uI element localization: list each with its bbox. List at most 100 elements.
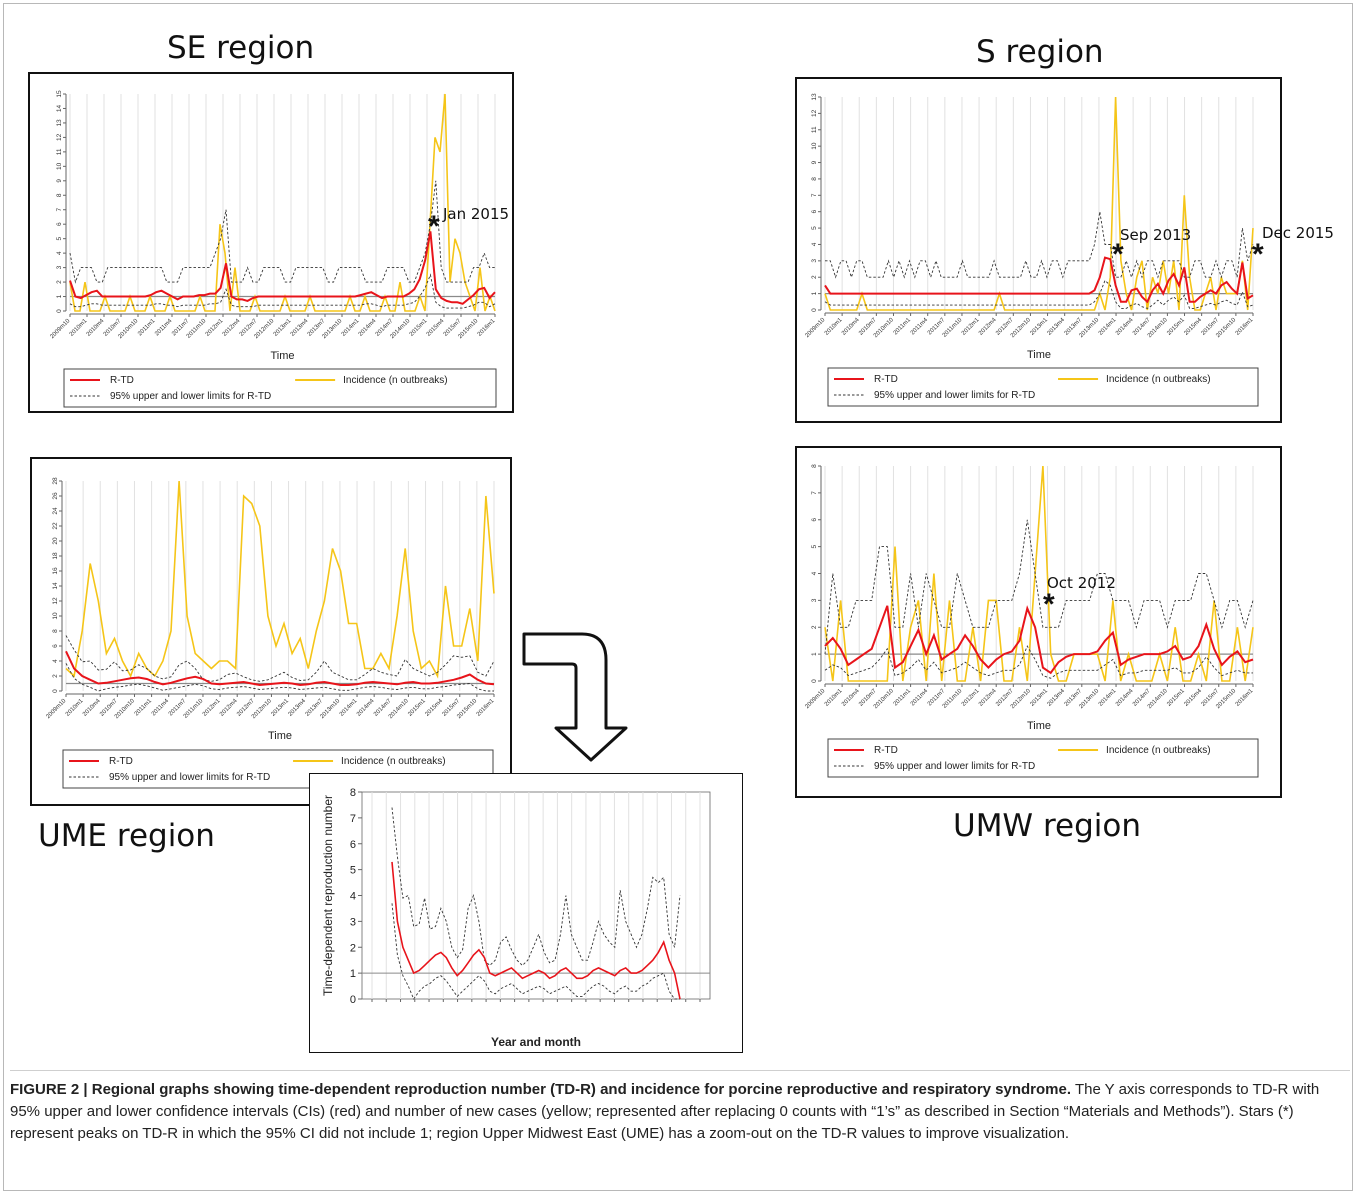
y-tick-label: 13: [56, 119, 63, 127]
y-tick-label: 0: [56, 309, 63, 313]
y-tick-label: 0: [811, 679, 818, 683]
y-tick-label: 28: [52, 477, 59, 485]
y-tick-label: 14: [52, 582, 59, 590]
s-peak-star-2: *: [1252, 238, 1264, 271]
ume-zoom-chart: 0 1 2 3 4 5 6 7 8 Year and month Time-dependent re…: [321, 787, 711, 1049]
x-axis-label: Time: [270, 350, 294, 362]
rtd-series-line: [824, 605, 1254, 675]
caption-title: Regional graphs showing time-dependent r…: [91, 1081, 1072, 1098]
y-tick-label: 0: [811, 308, 818, 312]
y-tick-label: 6: [56, 222, 63, 226]
y-tick-label: 7: [56, 208, 63, 212]
x-tick-label: 2011m4: [910, 688, 930, 708]
legend-limits-label: 95% upper and lower limits for R-TD: [109, 772, 270, 783]
y-tick-label: 6: [811, 210, 818, 214]
y-tick-label: 1: [811, 652, 818, 656]
y-tick-label: 4: [811, 571, 818, 575]
y-tick-label: 6: [350, 839, 356, 851]
y-tick-label: 14: [56, 104, 63, 112]
x-axis-label: Time: [1027, 720, 1051, 732]
incidence-series-line: [69, 93, 496, 312]
se-region-title: SE region: [167, 30, 315, 66]
y-tick-label: 4: [56, 251, 63, 255]
x-tick-label: 2011m10: [183, 698, 205, 720]
y-tick-label: 2: [811, 275, 818, 279]
se-chart-panel: 0 1 2 3 4 5 6 7 8 9 10 11 12 13 14 15 2009m10 2010m1 2010m…: [28, 72, 514, 413]
incidence-series-line: [824, 465, 1254, 682]
y-tick-label: 1: [56, 294, 63, 298]
y-tick-label: 5: [56, 236, 63, 240]
x-tick-label: 2016m1: [476, 698, 496, 718]
lower-limit-line: [824, 279, 1254, 309]
y-tick-label: 2: [52, 674, 59, 678]
figure-frame: [3, 3, 1353, 1191]
y-tick-label: 5: [811, 226, 818, 230]
y-tick-label: 24: [52, 507, 59, 515]
lower-limit-line: [391, 903, 680, 1000]
y-tick-label: 3: [350, 916, 356, 928]
y-tick-label: 2: [811, 625, 818, 629]
rtd-series-line: [824, 256, 1254, 304]
y-tick-label: 20: [52, 537, 59, 545]
legend-box: [827, 367, 1259, 407]
y-tick-label: 5: [350, 865, 356, 877]
y-tick-label: 5: [811, 544, 818, 548]
y-tick-label: 6: [52, 644, 59, 648]
legend-rtd-label: R-TD: [874, 374, 898, 385]
ume-chart: 02468101214161820222426282009m102010m120…: [45, 477, 496, 789]
legend-incidence-label: Incidence (n outbreaks): [1106, 745, 1211, 756]
y-tick-label: 15: [56, 90, 63, 98]
x-tick-label: 2011m10: [942, 317, 964, 339]
legend-limits-label: 95% upper and lower limits for R-TD: [874, 761, 1035, 772]
y-tick-label: 11: [56, 148, 63, 155]
ume-chart-panel: 0 2 4 6 8 10 12 14 16 18 20 22 24 26 28 2009m10 2010m1 20…: [30, 457, 512, 806]
s-region-title: S region: [976, 34, 1104, 70]
y-tick-label: 0: [52, 689, 59, 693]
x-tick-label: 2011m1: [134, 698, 154, 718]
legend-rtd-label: R-TD: [874, 745, 898, 756]
s-chart: 0123456789101112132009m102010m12010m4201…: [804, 93, 1259, 407]
legend-box: [827, 738, 1259, 778]
y-tick-label: 10: [811, 142, 818, 150]
incidence-series-line: [824, 96, 1254, 311]
x-tick-label: 2016m1: [1235, 688, 1255, 708]
x-tick-label: 2011m4: [151, 698, 171, 718]
y-tick-label: 0: [350, 994, 356, 1006]
upper-limit-line: [69, 180, 495, 284]
x-tick-label: 2009m10: [45, 698, 67, 720]
x-tick-label: 2011m1: [137, 318, 157, 338]
y-tick-label: 3: [56, 265, 63, 269]
y-tick-label: 4: [52, 659, 59, 663]
y-tick-label: 8: [811, 177, 818, 181]
y-tick-label: 7: [811, 193, 818, 197]
lower-limit-line: [69, 273, 496, 309]
y-tick-label: 3: [811, 598, 818, 602]
legend-incidence-label: Incidence (n outbreaks): [343, 375, 448, 386]
y-tick-label: 1: [350, 968, 356, 980]
y-tick-label: 8: [56, 193, 63, 197]
plot-area: [361, 791, 711, 1000]
ume-zoom-chart-panel: 0 1 2 3 4 5 6 7 8 Year and month Time-dependent re…: [309, 773, 743, 1053]
y-tick-label: 13: [811, 93, 818, 101]
rtd-series-line: [65, 650, 495, 687]
rtd-series-line: [69, 231, 496, 305]
y-tick-label: 1: [811, 291, 818, 295]
y-tick-label: 2: [56, 280, 63, 284]
legend-rtd-label: R-TD: [110, 375, 134, 386]
y-tick-label: 9: [56, 179, 63, 183]
y-axis-label: Time-dependent reproduction number: [321, 795, 335, 996]
y-tick-label: 8: [350, 787, 356, 799]
umw-chart-panel: 0 1 2 3 4 5 6 7 8 2009m10 2010m1 2010m4 2010m7 2010m1…: [795, 446, 1282, 798]
caption-body: The Y axis corresponds to TD-R with 95% …: [10, 1081, 1320, 1142]
y-tick-label: 16: [52, 567, 59, 575]
y-tick-label: 9: [811, 160, 818, 164]
y-tick-label: 7: [811, 491, 818, 495]
legend-incidence-label: Incidence (n outbreaks): [1106, 374, 1211, 385]
x-axis-label: Time: [1027, 349, 1051, 361]
rtd-series-line: [391, 861, 681, 1000]
y-tick-label: 22: [52, 522, 59, 530]
x-tick-label: 2009m10: [804, 317, 826, 339]
caption-label: FIGURE 2: [10, 1081, 80, 1098]
x-tick-label: 2016m1: [1235, 317, 1255, 337]
se-chart: 01234567891011121314152009m102010m12010m…: [49, 90, 497, 408]
